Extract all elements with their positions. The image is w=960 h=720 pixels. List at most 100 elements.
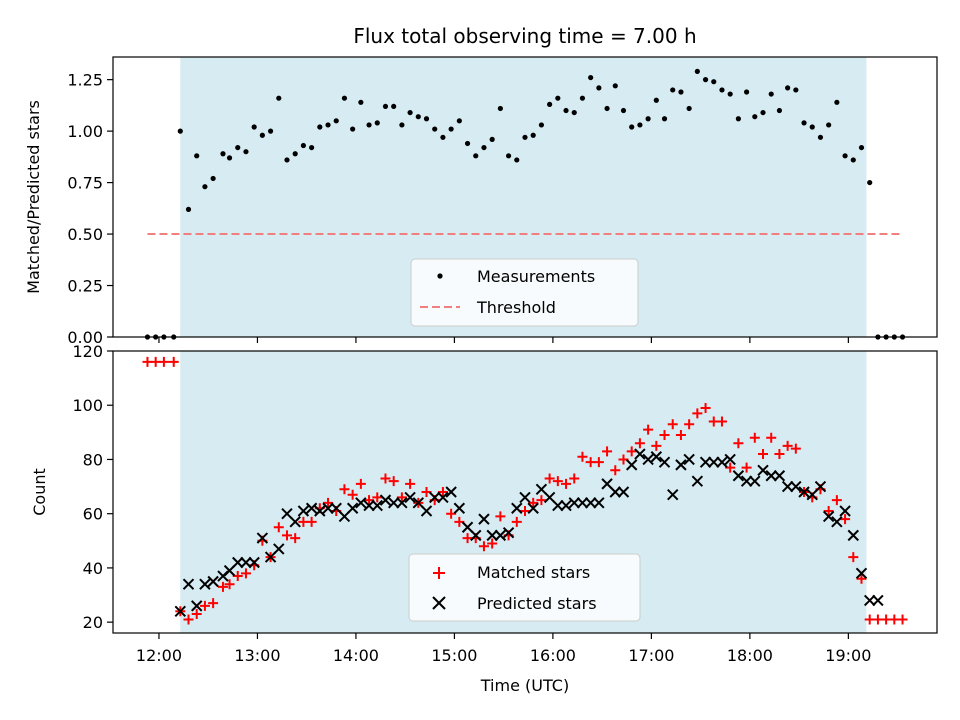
top-ytick-label: 1.25 xyxy=(67,71,103,90)
predicted-star-point xyxy=(839,505,851,517)
measurement-point xyxy=(399,122,405,128)
predicted-star-point xyxy=(568,497,580,509)
predicted-star-point xyxy=(765,470,777,482)
matched-star-point xyxy=(790,443,801,454)
top-ytick-label: 1.00 xyxy=(67,122,103,141)
measurement-point xyxy=(834,99,840,105)
matched-star-point xyxy=(306,516,317,527)
predicted-star-point xyxy=(519,491,531,504)
top-panel-frame xyxy=(112,56,938,338)
predicted-star-point xyxy=(863,594,876,607)
measurement-point xyxy=(604,105,610,112)
bottom-xtick-label: 16:00 xyxy=(530,646,576,665)
matched-star-point xyxy=(561,478,572,489)
predicted-star-point xyxy=(749,475,761,487)
measurement-point xyxy=(743,89,750,95)
predicted-star-point xyxy=(207,575,219,588)
bottom-xtick-label: 17:00 xyxy=(628,646,674,665)
predicted-star-point xyxy=(675,459,687,471)
predicted-star-point xyxy=(617,486,630,498)
predicted-star-point xyxy=(576,497,589,509)
matched-star-point xyxy=(774,449,785,460)
predicted-star-point xyxy=(297,505,310,517)
measurement-point xyxy=(571,109,577,116)
matched-star-point xyxy=(741,462,752,473)
measurement-point xyxy=(464,140,471,147)
matched-star-point xyxy=(602,446,613,457)
measurement-point xyxy=(374,120,380,126)
measurement-point xyxy=(850,157,856,163)
bottom-legend-box xyxy=(408,553,641,622)
matched-star-point xyxy=(766,432,777,443)
measurement-point xyxy=(530,132,536,138)
predicted-star-point xyxy=(642,453,654,466)
matched-star-point xyxy=(823,505,834,516)
matched-star-point xyxy=(437,487,448,497)
bottom-xtick-label: 18:00 xyxy=(727,646,773,665)
predicted-star-point xyxy=(658,456,671,468)
bottom-xtick-label: 15:00 xyxy=(431,646,477,665)
predicted-star-point xyxy=(502,526,515,539)
top-ytick-label: 0.00 xyxy=(67,328,103,347)
predicted-star-point xyxy=(191,600,203,612)
measurement-point xyxy=(284,157,290,163)
measurement-point xyxy=(325,122,331,128)
measurement-point xyxy=(259,132,265,138)
measurement-point xyxy=(670,87,676,93)
measurement-point xyxy=(702,77,709,83)
matched-star-point xyxy=(782,440,793,451)
matched-star-point xyxy=(733,438,744,449)
predicted-star-point xyxy=(355,497,367,509)
measurement-point xyxy=(440,134,446,140)
predicted-star-point xyxy=(609,486,621,498)
matched-star-point xyxy=(511,516,522,527)
predicted-star-point xyxy=(634,448,646,460)
measurement-point xyxy=(226,155,233,161)
measurement-point xyxy=(538,122,545,128)
measurement-point xyxy=(456,118,462,124)
matched-star-point xyxy=(536,495,547,506)
top-legend: Measurements Threshold xyxy=(410,258,639,327)
predicted-star-point xyxy=(790,480,802,493)
predicted-star-point xyxy=(708,456,720,468)
measurement-point xyxy=(333,118,339,124)
matched-star-point xyxy=(183,614,194,625)
measurement-point xyxy=(220,151,226,157)
bottom-xtick-label: 13:00 xyxy=(234,646,280,665)
legend-matched-label: Matched stars xyxy=(477,563,590,582)
predicted-star-point xyxy=(363,499,375,512)
bottom-ytick-label: 120 xyxy=(72,342,103,361)
predicted-star-point xyxy=(248,556,260,569)
measurement-point xyxy=(817,134,824,140)
measurement-point xyxy=(760,109,766,116)
measurement-point xyxy=(727,91,733,97)
predicted-star-point xyxy=(822,510,835,523)
matched-star-point xyxy=(405,478,416,489)
predicted-star-point xyxy=(683,453,695,466)
predicted-star-point xyxy=(511,502,523,514)
predicted-star-point xyxy=(732,470,745,482)
matched-star-point xyxy=(372,492,383,503)
matched-star-point xyxy=(544,473,555,484)
chart-title: Flux total observing time = 7.00 h xyxy=(353,24,696,48)
matched-star-point xyxy=(651,440,662,451)
measurement-point xyxy=(809,124,815,130)
measurement-point xyxy=(350,126,356,132)
matched-star-point xyxy=(355,478,366,489)
matched-star-point xyxy=(577,451,588,462)
legend-threshold-label: Threshold xyxy=(476,298,556,317)
measurement-point xyxy=(752,114,758,120)
matched-star-point xyxy=(396,492,407,503)
measurement-point xyxy=(251,124,257,130)
matched-star-point xyxy=(478,541,489,552)
measurement-point xyxy=(185,206,192,212)
top-panel: 0.00 0.25 0.50 0.75 1.00 1.25 Matched/Predict… xyxy=(24,56,938,347)
measurement-point xyxy=(366,122,372,128)
matched-star-point xyxy=(158,356,169,367)
bottom-panel: 20 40 60 80 100 120 12:00 13:00 14:00 15:00 16:00… xyxy=(30,342,938,695)
matched-star-point xyxy=(856,573,867,584)
measurement-point xyxy=(826,122,832,128)
predicted-star-point xyxy=(199,578,211,590)
bottom-ytick-label: 100 xyxy=(72,396,103,415)
